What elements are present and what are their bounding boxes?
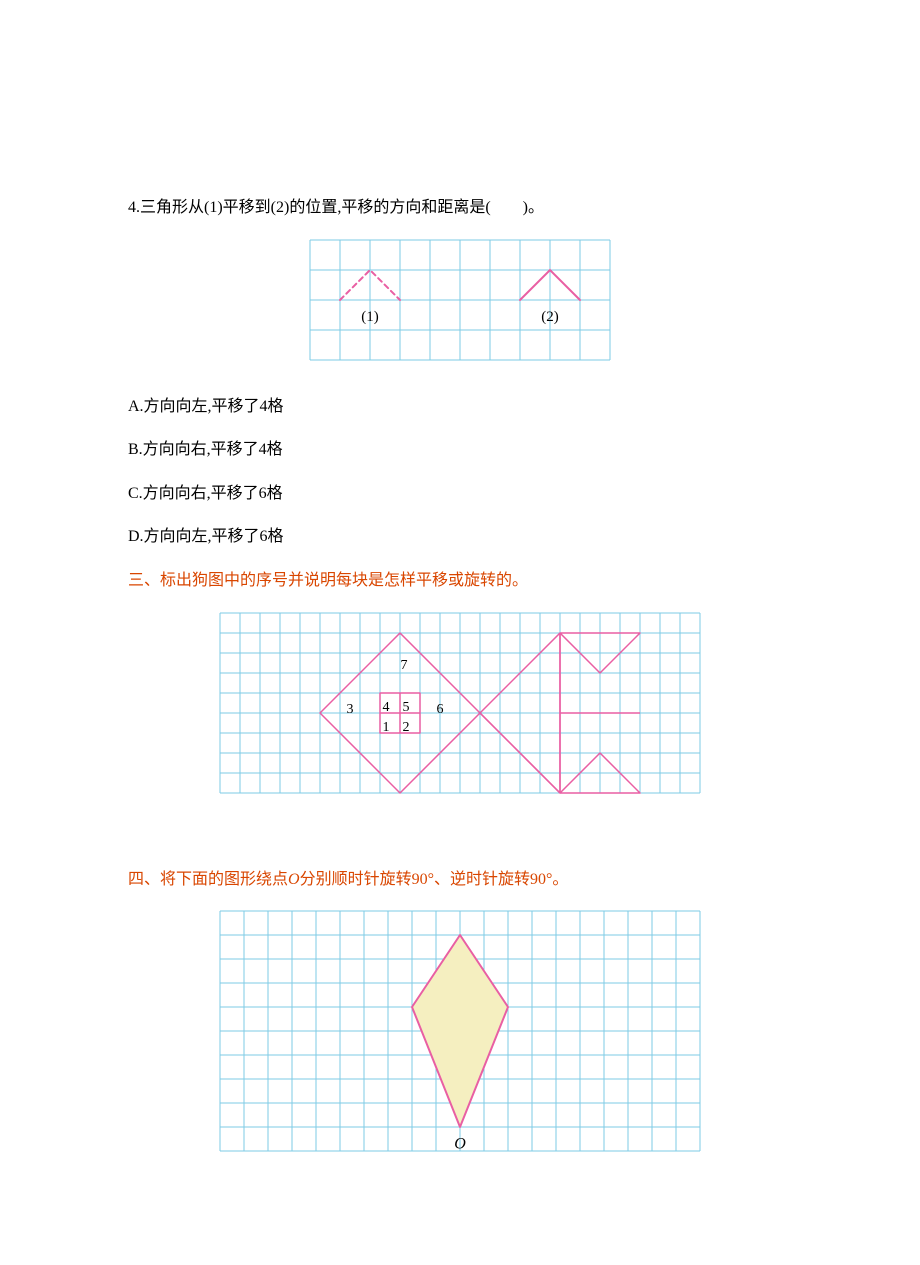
section4-heading-suffix: 分别顺时针旋转90°、逆时针旋转90°。 bbox=[300, 871, 569, 888]
section4-grid-svg: O bbox=[219, 910, 701, 1152]
svg-text:1: 1 bbox=[383, 720, 390, 735]
q4-option-c: C.方向向右,平移了6格 bbox=[128, 481, 792, 507]
svg-text:2: 2 bbox=[403, 720, 410, 735]
section3-heading: 三、标出狗图中的序号并说明每块是怎样平移或旋转的。 bbox=[128, 568, 792, 594]
section3-figure: 7 3 45 6 12 bbox=[128, 612, 792, 799]
svg-text:7: 7 bbox=[401, 658, 408, 673]
svg-text:3: 3 bbox=[347, 702, 354, 717]
svg-text:O: O bbox=[454, 1136, 466, 1152]
q4-figure: (1) (2) bbox=[128, 239, 792, 366]
svg-text:5: 5 bbox=[403, 700, 410, 715]
section4-heading: 四、将下面的图形绕点O分别顺时针旋转90°、逆时针旋转90°。 bbox=[128, 867, 792, 893]
q4-grid-svg: (1) (2) bbox=[309, 239, 611, 361]
q4-option-b: B.方向向右,平移了4格 bbox=[128, 437, 792, 463]
section3-grid-svg: 7 3 45 6 12 bbox=[219, 612, 701, 794]
section4-heading-prefix: 四、将下面的图形绕点 bbox=[128, 871, 288, 888]
svg-text:(2): (2) bbox=[541, 309, 559, 325]
q4-option-d: D.方向向左,平移了6格 bbox=[128, 524, 792, 550]
section4-heading-point: O bbox=[288, 871, 300, 888]
svg-text:4: 4 bbox=[383, 700, 390, 715]
svg-text:(1): (1) bbox=[361, 309, 379, 325]
q4-option-a: A.方向向左,平移了4格 bbox=[128, 394, 792, 420]
q4-text: 4.三角形从(1)平移到(2)的位置,平移的方向和距离是( )。 bbox=[128, 195, 792, 221]
svg-text:6: 6 bbox=[437, 702, 444, 717]
section4-figure: O bbox=[128, 910, 792, 1157]
